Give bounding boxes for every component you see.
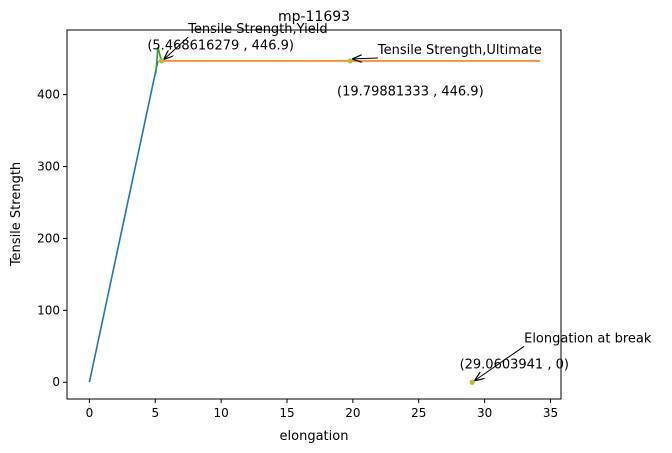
y-tick-label: 300 bbox=[37, 160, 60, 174]
data-point-1 bbox=[347, 58, 353, 64]
annotation-arrow-2 bbox=[475, 345, 525, 380]
x-ticks: 0 5 10 15 20 25 30 35 bbox=[86, 399, 558, 420]
annotation-label-2: Elongation at break bbox=[524, 331, 652, 346]
y-ticks: 0 100 200 300 400 bbox=[37, 88, 67, 389]
annotation-arrow-0 bbox=[164, 36, 189, 59]
x-axis-label: elongation bbox=[280, 429, 349, 444]
data-point-0 bbox=[158, 58, 165, 64]
annotation-coordinate-2: (29.0603941 , 0) bbox=[460, 358, 569, 373]
plot-area bbox=[67, 30, 561, 399]
y-tick-label: 0 bbox=[52, 375, 60, 389]
x-tick-label: 20 bbox=[345, 406, 360, 420]
series-line-0 bbox=[88, 60, 159, 383]
x-tick-label: 15 bbox=[279, 406, 294, 420]
y-tick-label: 100 bbox=[37, 303, 60, 317]
x-tick-label: 35 bbox=[543, 406, 558, 420]
annotations: Tensile Strength,Yield(5.468616279 , 446… bbox=[147, 22, 652, 380]
y-axis-label: Tensile Strength bbox=[9, 162, 24, 267]
annotation-arrow-1 bbox=[353, 58, 378, 59]
annotation-coordinate-1: (19.79881333 , 446.9) bbox=[337, 84, 484, 99]
x-tick-label: 25 bbox=[411, 406, 426, 420]
x-tick-label: 0 bbox=[86, 406, 94, 420]
plot-frame bbox=[66, 29, 562, 400]
x-tick-label: 5 bbox=[151, 406, 159, 420]
annotation-label-0: Tensile Strength,Yield bbox=[187, 22, 327, 37]
data-point-2 bbox=[469, 379, 475, 385]
x-tick-label: 10 bbox=[213, 406, 228, 420]
chart-title: mp-11693 bbox=[278, 9, 350, 25]
x-tick-label: 30 bbox=[477, 406, 492, 420]
annotation-coordinate-0: (5.468616279 , 446.9) bbox=[147, 38, 294, 53]
y-tick-label: 200 bbox=[37, 231, 60, 245]
annotation-label-1: Tensile Strength,Ultimate bbox=[377, 43, 542, 58]
series-line-2 bbox=[155, 47, 163, 74]
y-tick-label: 400 bbox=[37, 88, 60, 102]
